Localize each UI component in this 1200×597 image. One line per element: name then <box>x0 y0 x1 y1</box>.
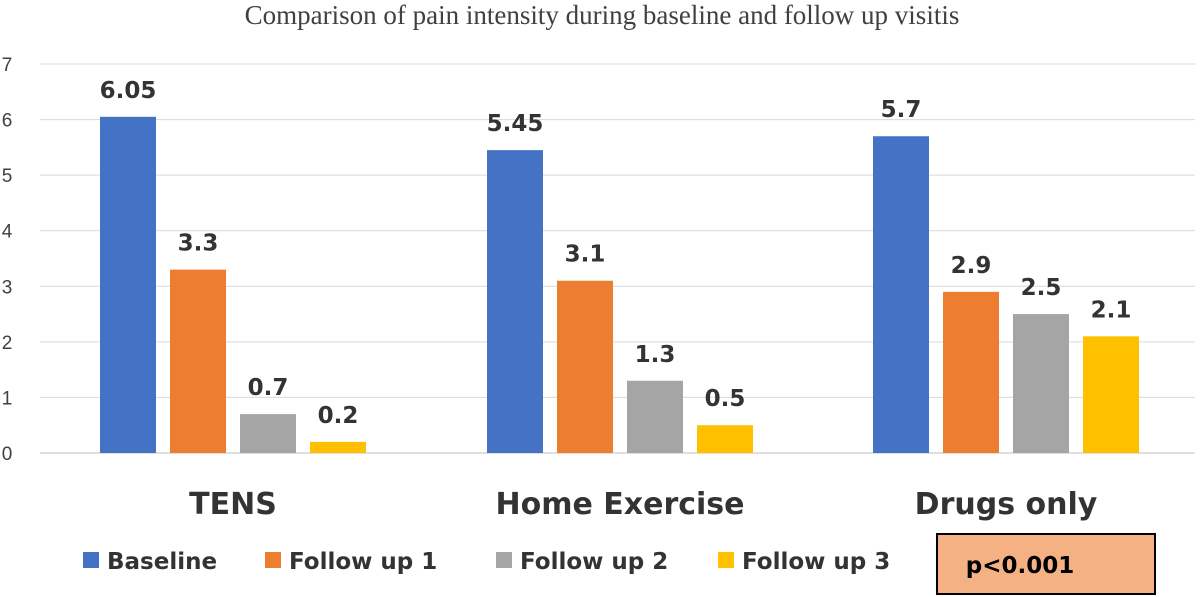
bar <box>100 116 156 454</box>
data-label: 0.5 <box>705 386 746 412</box>
y-tick-label: 2 <box>2 333 13 354</box>
data-label: 2.9 <box>951 253 992 279</box>
bars <box>100 116 1139 454</box>
bar <box>310 441 366 453</box>
legend-swatch <box>496 552 512 568</box>
data-label: 3.3 <box>178 231 219 257</box>
gridlines <box>40 63 1195 454</box>
chart-title: Comparison of pain intensity during base… <box>245 0 960 30</box>
bar <box>557 280 613 453</box>
y-tick-label: 7 <box>2 55 13 76</box>
p-value-annotation: p<0.001 <box>936 533 1156 595</box>
bar <box>627 380 683 453</box>
data-label: 1.3 <box>635 342 676 368</box>
bar <box>697 425 753 453</box>
legend-label: Follow up 1 <box>289 549 437 575</box>
bar <box>1013 314 1069 453</box>
bar <box>1083 336 1139 453</box>
data-label: 5.45 <box>487 111 544 137</box>
y-tick-label: 6 <box>2 111 13 132</box>
y-tick-label: 3 <box>2 277 13 298</box>
x-tick-label: Home Exercise <box>495 487 744 522</box>
data-label: 2.5 <box>1021 275 1062 301</box>
y-tick-label: 0 <box>2 444 13 465</box>
legend: Baseline Follow up 1 Follow up 2 Follow up … <box>83 549 890 575</box>
bar <box>240 414 296 453</box>
p-value-text: p<0.001 <box>966 553 1075 579</box>
x-tick-label: TENS <box>189 487 277 522</box>
data-label: 2.1 <box>1091 297 1132 323</box>
bar <box>170 269 226 453</box>
bar <box>873 136 929 453</box>
legend-label: Baseline <box>107 549 217 575</box>
p-value-box <box>936 533 1156 595</box>
bar <box>487 150 543 453</box>
legend-swatch <box>265 552 281 568</box>
data-label: 5.7 <box>881 97 922 123</box>
legend-swatch <box>83 552 99 568</box>
data-label: 3.1 <box>565 242 606 268</box>
y-tick-label: 4 <box>2 222 13 243</box>
legend-swatch <box>718 552 734 568</box>
bar <box>943 291 999 453</box>
legend-label: Follow up 2 <box>520 549 668 575</box>
x-tick-label: Drugs only <box>915 487 1098 522</box>
y-tick-label: 5 <box>2 166 13 187</box>
data-labels: 6.05 3.3 0.7 0.2 5.45 3.1 1.3 0.5 5.7 2.9 2.5 2.1 <box>100 78 1132 429</box>
data-label: 0.2 <box>318 403 359 429</box>
y-axis: 0 1 2 3 4 5 6 7 <box>2 55 13 465</box>
legend-label: Follow up 3 <box>742 549 890 575</box>
x-axis: TENS Home Exercise Drugs only <box>189 487 1098 522</box>
y-tick-label: 1 <box>2 388 13 409</box>
data-label: 6.05 <box>100 78 157 104</box>
data-label: 0.7 <box>248 375 289 401</box>
